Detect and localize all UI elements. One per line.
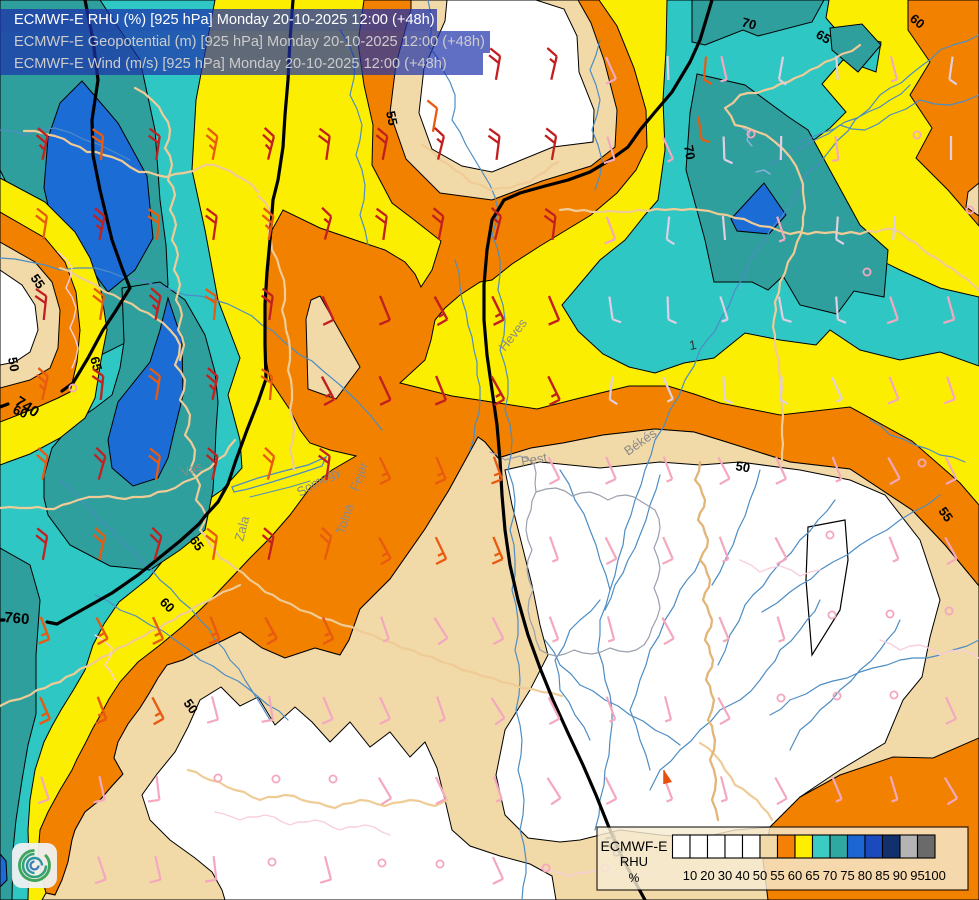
svg-text:55: 55 — [936, 504, 957, 524]
svg-text:55: 55 — [383, 110, 401, 127]
svg-text:55: 55 — [28, 271, 49, 291]
svg-text:Vas: Vas — [179, 458, 205, 480]
svg-text:70: 70 — [681, 144, 698, 161]
svg-text:65: 65 — [87, 355, 105, 373]
svg-text:1: 1 — [688, 337, 698, 353]
svg-text:75: 75 — [840, 868, 854, 883]
svg-text:80: 80 — [858, 868, 872, 883]
svg-text:70: 70 — [823, 868, 837, 883]
svg-text:50: 50 — [734, 458, 751, 475]
svg-text:65: 65 — [187, 533, 208, 553]
svg-text:30: 30 — [718, 868, 732, 883]
svg-text:Zala: Zala — [231, 514, 252, 543]
svg-text:ECMWF-E: ECMWF-E — [601, 838, 668, 854]
svg-text:40: 40 — [735, 868, 749, 883]
svg-text:50: 50 — [181, 696, 202, 716]
svg-text:Pest: Pest — [520, 450, 549, 469]
svg-text:10: 10 — [683, 868, 697, 883]
svg-text:90: 90 — [893, 868, 907, 883]
svg-text:65: 65 — [805, 868, 819, 883]
svg-text:20: 20 — [700, 868, 714, 883]
svg-text:760: 760 — [4, 609, 30, 628]
svg-text:50: 50 — [753, 868, 767, 883]
svg-text:%: % — [629, 871, 640, 885]
svg-text:55: 55 — [770, 868, 784, 883]
svg-text:65: 65 — [814, 27, 834, 47]
svg-text:RHU: RHU — [620, 854, 648, 869]
svg-text:95: 95 — [910, 868, 924, 883]
svg-text:70: 70 — [740, 14, 758, 32]
svg-text:60: 60 — [788, 868, 802, 883]
svg-text:60: 60 — [11, 402, 30, 421]
svg-text:50: 50 — [5, 356, 22, 373]
svg-text:85: 85 — [875, 868, 889, 883]
svg-text:100: 100 — [924, 868, 946, 883]
